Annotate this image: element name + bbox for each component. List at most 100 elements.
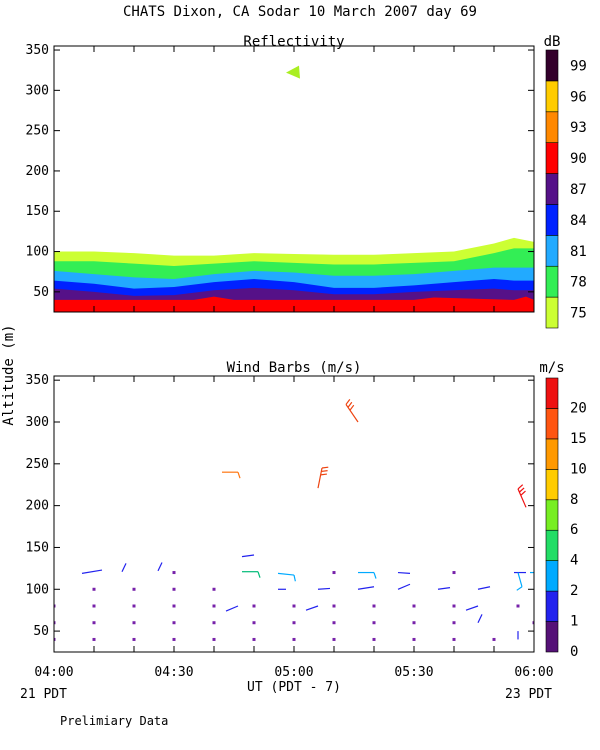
calm-dot xyxy=(332,571,336,575)
calm-dot xyxy=(212,637,216,641)
colorbar-swatch xyxy=(545,469,559,501)
wind-barb-feather xyxy=(373,572,377,579)
calm-dot xyxy=(132,637,136,641)
wind-barb-feather xyxy=(321,466,329,469)
reflectivity-cell xyxy=(286,65,300,79)
colorbar-swatch xyxy=(545,590,559,622)
colorbar-swatch xyxy=(545,377,559,409)
calm-dot xyxy=(172,637,176,641)
calm-dot xyxy=(172,587,176,591)
calm-dot xyxy=(172,604,176,608)
colorbar-label: 93 xyxy=(570,120,587,136)
left-time-note: 21 PDT xyxy=(20,687,67,702)
wind-barb-feather xyxy=(237,471,241,479)
colorbar-label: 1 xyxy=(570,614,578,630)
colorbar-label: 99 xyxy=(570,58,587,74)
y-tick-label: 250 xyxy=(26,124,49,139)
wind-barb-feather xyxy=(257,571,261,578)
colorbar-swatch xyxy=(545,529,559,561)
wind-barb xyxy=(305,605,319,611)
y-tick-label: 350 xyxy=(26,373,49,388)
reflectivity-contours xyxy=(54,65,534,312)
calm-dot xyxy=(54,621,56,625)
wind-barb xyxy=(477,614,483,623)
wind-barb xyxy=(465,605,479,611)
wind-barb-feather xyxy=(517,484,524,490)
wind-barb-marks xyxy=(54,399,534,641)
wind-barb-feather xyxy=(345,399,351,405)
colorbar-label: 6 xyxy=(570,522,578,538)
y-tick-label: 100 xyxy=(26,582,49,597)
wind-barb xyxy=(157,562,163,572)
wind-barbs-frame xyxy=(53,375,535,653)
wind-barb xyxy=(397,571,411,574)
calm-dot xyxy=(412,637,416,641)
reflectivity-axes: 50 100 150 200 250 300 350 xyxy=(26,43,535,312)
colorbar-label: 84 xyxy=(570,213,587,229)
colorbar-label: 8 xyxy=(570,492,578,508)
y-tick-label: 150 xyxy=(26,204,49,219)
colorbar-label: 90 xyxy=(570,151,587,167)
colorbar-swatch xyxy=(545,49,559,82)
footer-note: Prelimiary Data xyxy=(60,714,168,728)
colorbar-swatch xyxy=(545,265,559,298)
calm-dot xyxy=(212,621,216,625)
wind-barb-feather xyxy=(520,490,526,496)
colorbar-label: 0 xyxy=(570,644,578,660)
wind-barb xyxy=(397,583,411,590)
reflectivity-colorbar-unit: dB xyxy=(544,34,561,50)
calm-dot xyxy=(252,637,256,641)
calm-dot xyxy=(132,604,136,608)
calm-dot xyxy=(172,621,176,625)
y-tick-label: 100 xyxy=(26,245,49,260)
wind-barbs-axes: 50 100 150 200 250 300 350 04:00 04:30 05:00 05:30… xyxy=(26,373,554,680)
colorbar-label: 10 xyxy=(570,461,587,477)
calm-dot xyxy=(372,604,376,608)
colorbar-label: 15 xyxy=(570,431,587,447)
wind-barbs-title: Wind Barbs (m/s) xyxy=(227,360,362,376)
colorbar-swatch xyxy=(545,235,559,267)
wind-barb-feather xyxy=(516,586,523,591)
calm-dot xyxy=(292,604,296,608)
calm-dot xyxy=(372,637,376,641)
wind-barb-feather xyxy=(320,473,327,476)
calm-dot xyxy=(292,621,296,625)
colorbar-label: 87 xyxy=(570,182,587,198)
y-tick-label: 200 xyxy=(26,164,49,179)
calm-dot xyxy=(132,587,136,591)
calm-dot xyxy=(412,604,416,608)
wind-colorbar: 0 1 2 4 6 8 10 15 20 xyxy=(545,377,587,660)
wind-barb-feather xyxy=(293,574,296,582)
colorbar-swatch xyxy=(545,499,559,531)
wind-barb xyxy=(357,586,375,590)
x-tick-label: 04:00 xyxy=(34,665,73,680)
x-tick-label: 06:00 xyxy=(514,665,553,680)
x-axis-label: UT (PDT - 7) xyxy=(247,680,341,695)
wind-barb-feather xyxy=(347,401,353,408)
colorbar-label: 75 xyxy=(570,306,587,322)
reflectivity-colorbar: 75 78 81 84 87 90 93 96 99 xyxy=(545,49,587,329)
y-tick-label: 50 xyxy=(33,624,49,639)
calm-dot xyxy=(54,604,56,608)
figure-title: CHATS Dixon, CA Sodar 10 March 2007 day … xyxy=(123,4,477,20)
wind-barb-feather xyxy=(349,404,355,411)
colorbar-label: 78 xyxy=(570,275,587,291)
wind-barb-feather xyxy=(518,487,525,493)
colorbar-swatch xyxy=(545,111,559,143)
colorbar-swatch xyxy=(545,173,559,205)
y-tick-label: 200 xyxy=(26,499,49,514)
colorbar-swatch xyxy=(545,408,559,440)
calm-dot xyxy=(412,621,416,625)
colorbar-label: 96 xyxy=(570,89,587,105)
calm-dot xyxy=(212,587,216,591)
wind-barb xyxy=(225,605,239,612)
y-tick-label: 350 xyxy=(26,43,49,58)
calm-dot xyxy=(332,604,336,608)
calm-dot xyxy=(452,621,456,625)
y-axis-label: Altitude (m) xyxy=(1,324,17,425)
calm-dot xyxy=(54,637,56,641)
wind-barb xyxy=(121,563,127,572)
colorbar-swatch xyxy=(545,560,559,592)
wind-barb-feather xyxy=(321,470,328,473)
